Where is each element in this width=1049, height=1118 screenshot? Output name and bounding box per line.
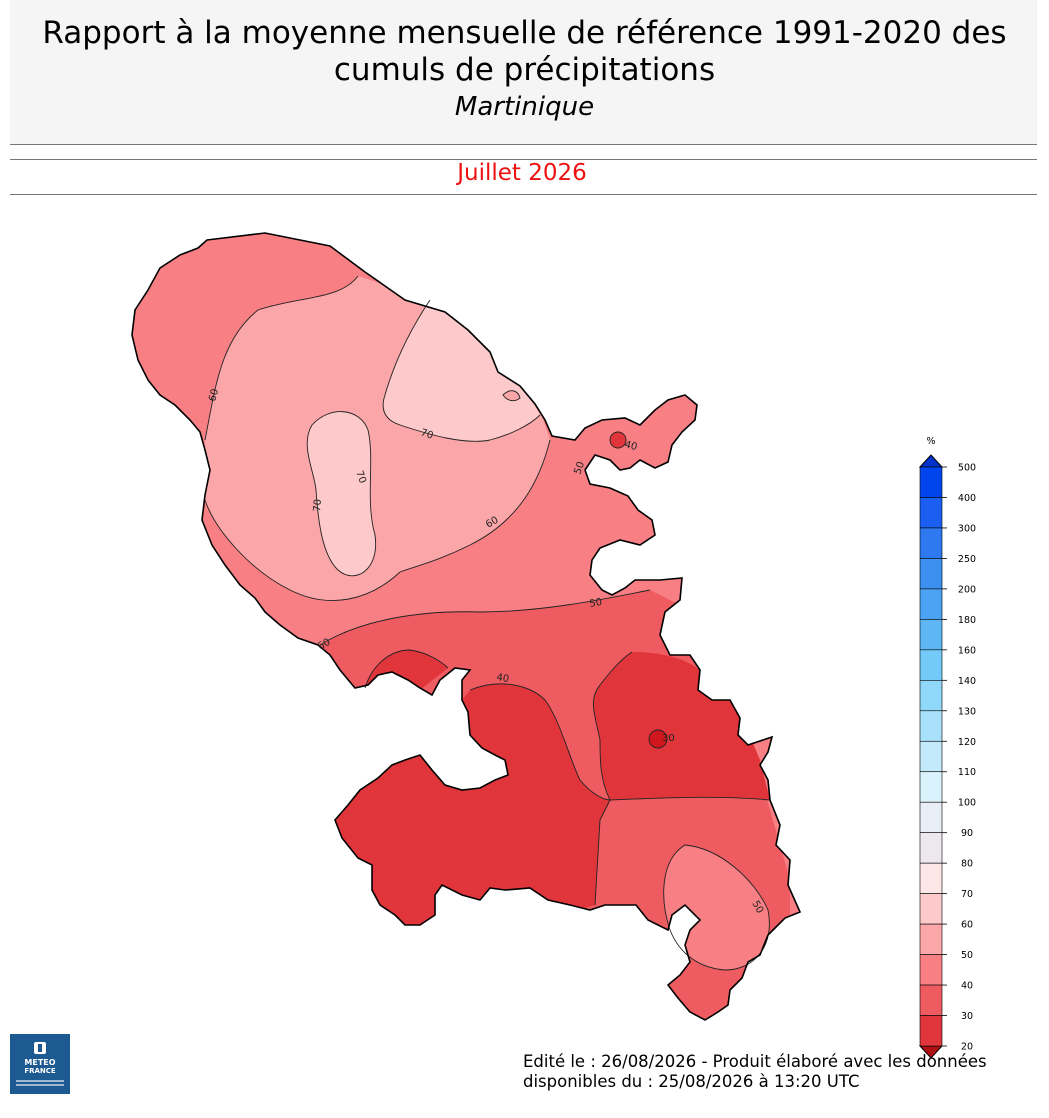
legend-tick-label: 200 [958, 584, 976, 595]
contour-40-east [592, 651, 633, 801]
legend-tick-label: 40 [961, 981, 973, 992]
contour-40-south [594, 799, 611, 906]
legend-tick-label: 50 [961, 950, 973, 961]
map-title: Rapport à la moyenne mensuelle de référe… [42, 15, 1007, 51]
legend-tick-label: 90 [961, 828, 973, 839]
legend-color-cell [919, 680, 943, 712]
legend-color-cell [919, 1015, 943, 1047]
contour-60-north [204, 275, 359, 441]
divider-middle [10, 159, 1037, 160]
zone-50-60-south [663, 845, 770, 970]
zone-70-80-central [307, 411, 376, 576]
footer-line1: Edité le : 26/08/2026 - Produit élaboré … [523, 1052, 987, 1071]
footer-line2: disponibles du : 25/08/2026 à 13:20 UTC [523, 1072, 860, 1091]
period-label: Juillet 2026 [457, 160, 587, 186]
contour-40-caravelle [609, 431, 627, 449]
contour-label: 40 [495, 672, 509, 685]
legend-color-cell [919, 466, 943, 498]
zone-30-40-southwest [330, 683, 610, 935]
legend-tick-label: 500 [958, 463, 976, 474]
contour-50-south [663, 844, 770, 971]
map-title-line2: cumuls de précipitations [333, 52, 716, 88]
legend-tick-label: 110 [958, 767, 976, 778]
contour-60-east [204, 439, 551, 601]
legend-color-cell [919, 649, 943, 681]
contour-labels: 70 70 70 60 60 60 50 50 50 40 40 30 [207, 388, 765, 916]
legend-tick-label: 160 [958, 645, 976, 656]
header-panel [10, 0, 1037, 144]
legend-color-cell [919, 954, 943, 986]
divider-top [10, 144, 1037, 145]
contour-label: 40 [623, 439, 638, 453]
legend-tick-label: 120 [958, 737, 976, 748]
contour-30 [648, 729, 668, 749]
logo-tagline-bar [16, 1084, 64, 1086]
logo-tagline-bar [16, 1080, 64, 1082]
legend-color-cell [919, 832, 943, 864]
legend-color-cell [919, 740, 943, 773]
contour-label: 70 [419, 427, 435, 441]
legend-tick-label: 300 [958, 523, 976, 534]
color-scale-legend: % 500 400 300 250 200 180 160 140 130 120 110 100 90… [918, 436, 976, 1059]
contour-label: 30 [662, 733, 675, 744]
legend-color-cell [919, 497, 943, 529]
zone-30-40-caravelle [610, 432, 626, 448]
legend-color-cell [919, 862, 943, 894]
legend-color-cell [919, 801, 943, 833]
meteo-france-logo: METEO FRANCE [10, 1034, 70, 1094]
divider-bottom [10, 194, 1037, 195]
legend-tick-label: 180 [958, 615, 976, 626]
logo-text-line2: FRANCE [24, 1067, 56, 1075]
legend-tick-label: 100 [958, 798, 976, 809]
contour-label: 70 [353, 469, 368, 485]
legend-color-cell [919, 771, 943, 803]
contour-40-west [364, 649, 449, 689]
contour-lines [204, 275, 771, 971]
logo-text-line1: METEO [24, 1058, 56, 1067]
legend-color-cell [919, 588, 943, 620]
footer-note: Edité le : 26/08/2026 - Produit élaboré … [523, 1052, 1043, 1092]
legend-tick-label: 80 [961, 859, 973, 870]
legend-tick-label: 130 [958, 706, 976, 717]
legend-color-cell [919, 527, 943, 559]
legend-tick-label: 20 [961, 1042, 973, 1053]
legend-unit: % [926, 436, 935, 447]
legend-tick-label: 30 [961, 1011, 973, 1022]
contour-label: 50 [589, 597, 603, 610]
region-name: Martinique [454, 92, 595, 122]
legend-color-cell [919, 710, 943, 742]
contour-70-northeast [382, 299, 541, 442]
legend-tick-label: 70 [961, 889, 973, 900]
legend-color-cell [919, 558, 943, 590]
contour-label: 50 [572, 460, 587, 476]
zone-70-80-northeast [383, 300, 540, 442]
legend-color-cell [919, 984, 943, 1016]
legend-color-cell [919, 619, 943, 651]
zone-20-30-peak [649, 730, 667, 748]
legend-color-cell [919, 893, 943, 925]
legend-arrow-top [918, 454, 944, 468]
legend-tick-label: 140 [958, 676, 976, 687]
legend-tick-label: 60 [961, 920, 973, 931]
legend-tick-label: 400 [958, 493, 976, 504]
contour-label: 70 [312, 499, 324, 513]
contour-60-islet [502, 390, 521, 402]
zone-60-70-islet [503, 390, 520, 401]
legend-color-cell [919, 923, 943, 955]
contour-label: 60 [207, 388, 221, 403]
legend-tick-label: 250 [958, 554, 976, 565]
contour-70-central [306, 411, 377, 577]
meteo-france-logo-icon [34, 1042, 46, 1054]
zone-30-40-east [593, 652, 770, 800]
contour-50-central [319, 589, 651, 646]
rainfall-ratio-zones [132, 233, 800, 1020]
contour-40-southwest [469, 683, 771, 801]
